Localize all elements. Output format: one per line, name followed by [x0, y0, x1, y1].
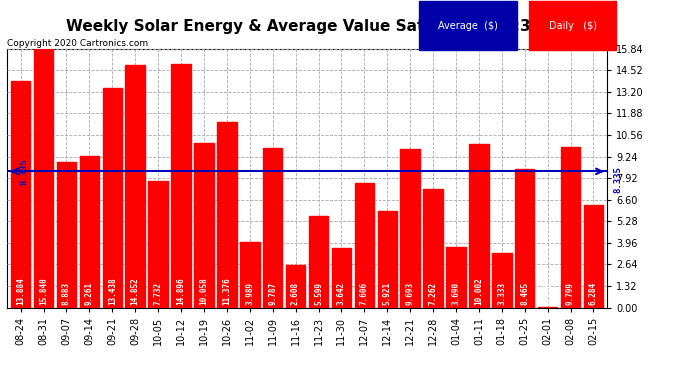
Bar	[561, 147, 580, 308]
Text: 8.465: 8.465	[520, 282, 529, 305]
Bar	[308, 216, 328, 308]
Bar	[332, 248, 351, 308]
Bar	[34, 49, 53, 308]
Text: 7.262: 7.262	[428, 282, 437, 305]
Text: 14.896: 14.896	[177, 277, 186, 305]
Text: Daily   ($): Daily ($)	[549, 21, 597, 31]
Bar	[377, 211, 397, 308]
Bar	[240, 242, 259, 308]
Bar	[57, 162, 76, 308]
Text: 0.008: 0.008	[543, 282, 552, 305]
Text: 9.787: 9.787	[268, 282, 277, 305]
Text: 9.693: 9.693	[406, 282, 415, 305]
Bar	[11, 81, 30, 308]
Text: 6.284: 6.284	[589, 282, 598, 305]
Bar	[515, 169, 535, 308]
Text: 3.642: 3.642	[337, 282, 346, 305]
Text: Average  ($): Average ($)	[438, 21, 498, 31]
Bar	[103, 88, 122, 308]
Text: 9.261: 9.261	[85, 282, 94, 305]
Bar	[469, 144, 489, 308]
Text: 3.690: 3.690	[451, 282, 460, 305]
Bar	[584, 205, 603, 308]
Text: 2.608: 2.608	[291, 282, 300, 305]
Bar	[194, 143, 214, 308]
Text: 7.732: 7.732	[154, 282, 163, 305]
Bar	[424, 189, 443, 308]
Text: 7.606: 7.606	[359, 282, 369, 305]
Bar	[286, 265, 306, 308]
Bar	[263, 148, 282, 308]
Text: 11.376: 11.376	[222, 277, 231, 305]
Bar	[355, 183, 374, 308]
Text: 10.002: 10.002	[475, 277, 484, 305]
Text: 13.884: 13.884	[16, 277, 25, 305]
Bar	[148, 181, 168, 308]
Bar	[492, 253, 511, 308]
Text: 5.599: 5.599	[314, 282, 323, 305]
Bar	[79, 156, 99, 308]
Text: 8.883: 8.883	[62, 282, 71, 305]
Text: Copyright 2020 Cartronics.com: Copyright 2020 Cartronics.com	[7, 39, 148, 48]
Bar	[446, 247, 466, 308]
Text: 10.058: 10.058	[199, 277, 208, 305]
Text: 8.335: 8.335	[19, 158, 28, 185]
Text: 5.921: 5.921	[383, 282, 392, 305]
Text: 9.799: 9.799	[566, 282, 575, 305]
Text: 8.335: 8.335	[613, 166, 622, 194]
Text: 13.438: 13.438	[108, 277, 117, 305]
Bar	[126, 65, 145, 308]
Text: 3.989: 3.989	[245, 282, 255, 305]
Text: 14.852: 14.852	[130, 277, 139, 305]
Text: Weekly Solar Energy & Average Value Sat Feb 22 17:39: Weekly Solar Energy & Average Value Sat …	[66, 19, 541, 34]
Bar	[171, 64, 190, 308]
Text: 3.333: 3.333	[497, 282, 506, 305]
Bar	[400, 149, 420, 308]
Text: 15.840: 15.840	[39, 277, 48, 305]
Bar	[217, 122, 237, 308]
